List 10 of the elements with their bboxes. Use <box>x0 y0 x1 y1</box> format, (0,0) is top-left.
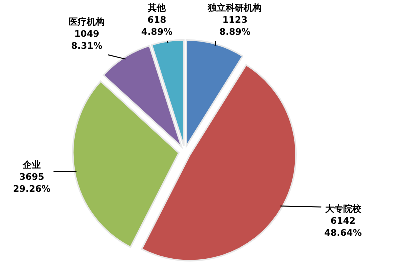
slice-label: 其他 <box>147 3 168 14</box>
data-label: 1123 8.89% <box>220 16 251 38</box>
data-label: 1049 8.31% <box>71 30 103 52</box>
slice-label: 医疗机构 <box>69 17 106 28</box>
slice-label: 企业 <box>22 160 41 171</box>
slice-label: 独立科研机构 <box>207 3 262 14</box>
data-label: 3695 29.26% <box>13 172 51 195</box>
data-label: 6142 48.64% <box>324 217 362 240</box>
data-label: 618 4.89% <box>142 16 173 38</box>
slice-label: 大专院校 <box>325 204 362 216</box>
